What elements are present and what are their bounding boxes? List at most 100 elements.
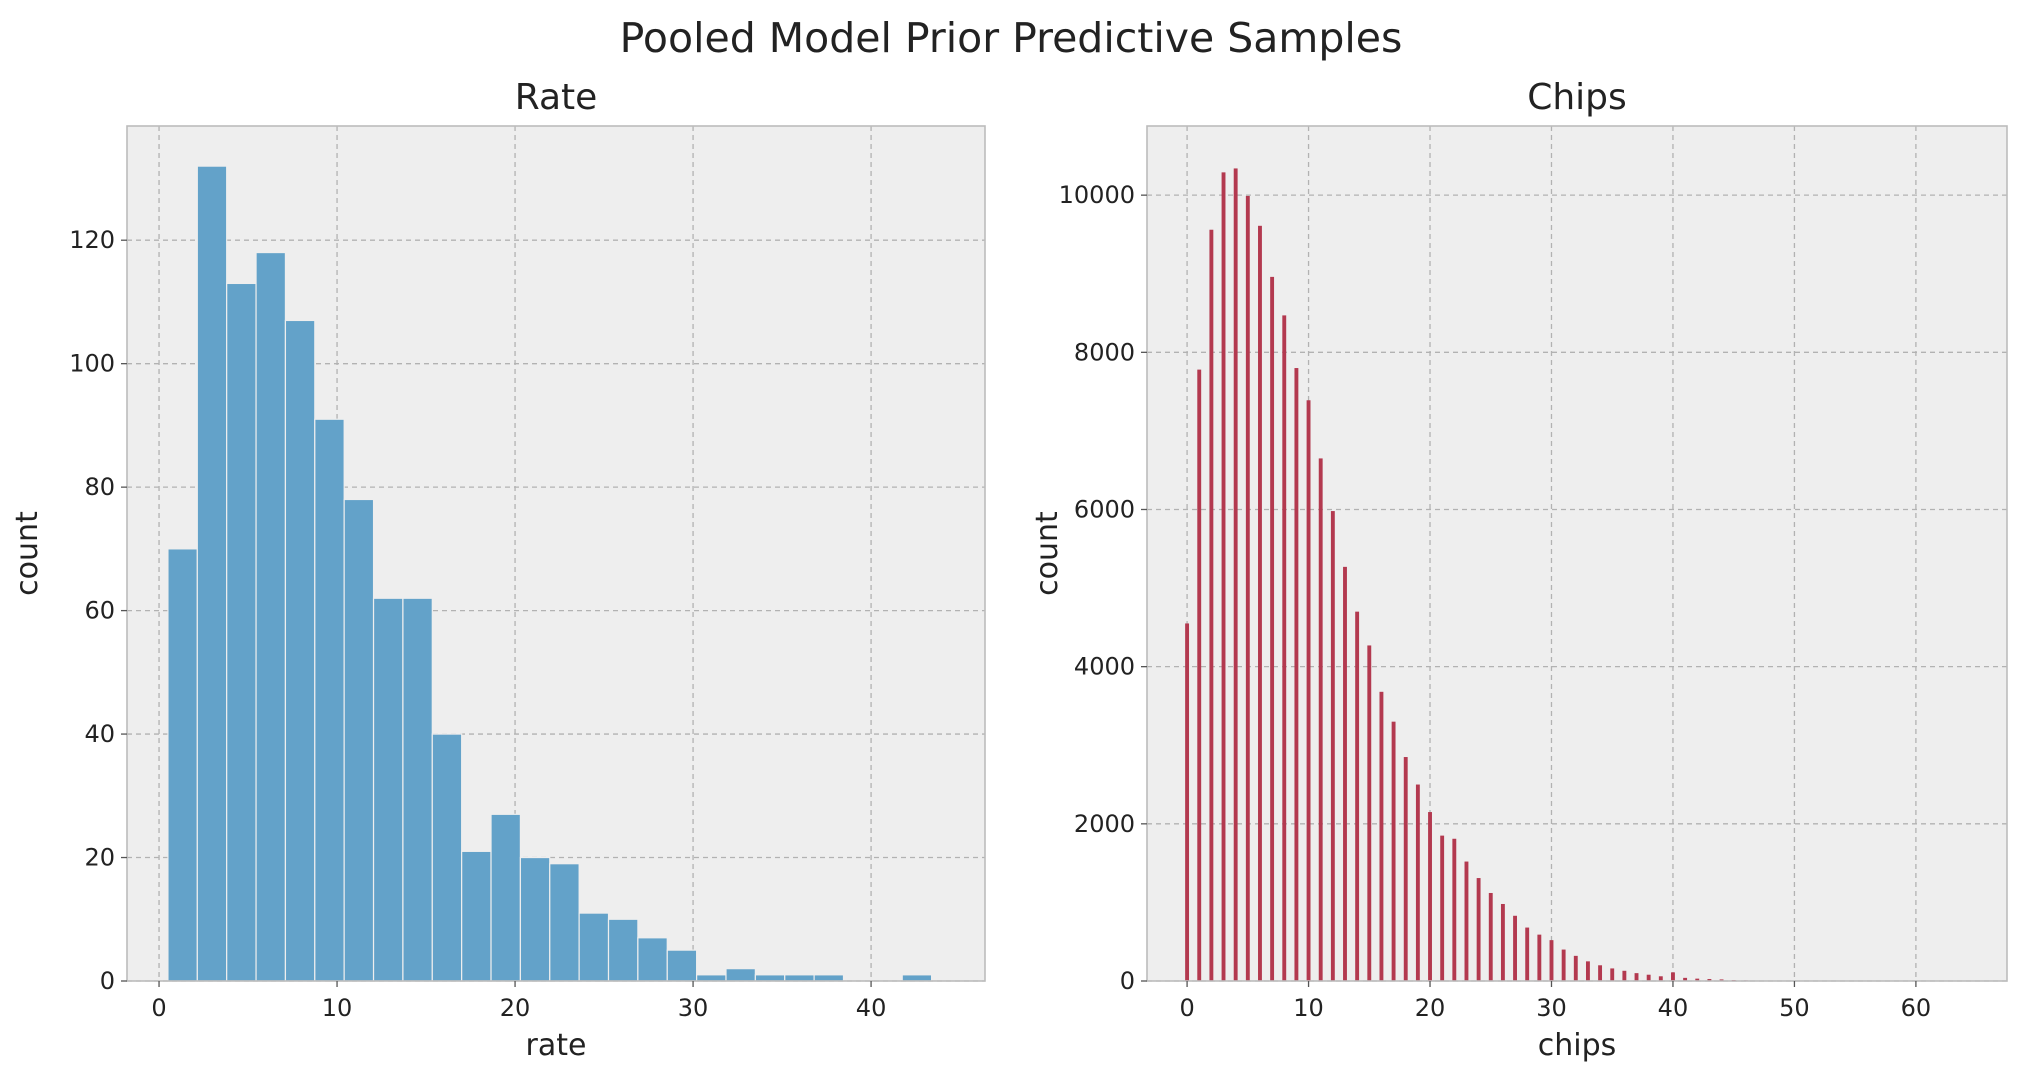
chips-histogram-bar — [1598, 965, 1603, 981]
rate-histogram-bar — [519, 856, 551, 982]
chips-histogram-bar — [1440, 835, 1445, 981]
rate-histogram-bar — [578, 912, 610, 982]
rate-histogram-bar — [901, 974, 933, 982]
chips-histogram-bar — [1671, 972, 1675, 981]
chips-histogram-bar — [1355, 611, 1360, 981]
rate-histogram-bar — [226, 282, 257, 982]
rate-x-tick-label: 10 — [322, 994, 353, 1022]
chips-histogram-bar — [1610, 968, 1615, 981]
chips-subplot-title: Chips — [1527, 77, 1627, 118]
rate-histogram-bar — [372, 597, 404, 982]
chips-plot-background — [1147, 126, 2007, 981]
rate-histogram-bar — [255, 251, 287, 982]
rate-y-tick-label: 20 — [84, 844, 115, 872]
chips-y-tick-label: 10000 — [1059, 181, 1135, 209]
chips-axes-frame — [1146, 125, 2008, 982]
rate-y-tick-label: 0 — [100, 967, 115, 995]
rate-histogram-bar — [813, 974, 845, 982]
rate-histogram-bar — [754, 974, 786, 982]
chips-x-tick-label: 40 — [1658, 994, 1689, 1022]
chips-histogram-bar — [1270, 276, 1275, 982]
chips-histogram-bar — [1488, 892, 1493, 981]
rate-histogram-bar — [549, 863, 580, 982]
chips-x-axis-label: chips — [1538, 1028, 1617, 1063]
chips-x-tick-label: 10 — [1293, 994, 1324, 1022]
rate-histogram-bar — [284, 319, 316, 982]
rate-y-tick-label: 100 — [69, 350, 115, 378]
chips-histogram-bar — [1634, 973, 1639, 981]
chips-histogram-bar — [1585, 961, 1590, 981]
chips-x-tick-label: 50 — [1779, 994, 1810, 1022]
chips-histogram-bar — [1245, 195, 1250, 982]
rate-histogram-bar — [196, 165, 228, 982]
chips-histogram-bar — [1683, 977, 1688, 981]
rate-histogram-bar — [402, 597, 433, 982]
rate-y-tick-label: 40 — [84, 720, 115, 748]
chips-histogram-bar — [1537, 934, 1542, 981]
chips-histogram-bar — [1622, 970, 1627, 981]
chips-histogram-bar — [1525, 927, 1530, 981]
chips-histogram-bar — [1646, 974, 1651, 981]
chips-histogram-bar — [1500, 903, 1505, 981]
chips-histogram-bar — [1343, 566, 1347, 981]
rate-x-tick-label: 30 — [678, 994, 709, 1022]
rate-y-tick-label: 60 — [84, 597, 115, 625]
chips-histogram-bar — [1367, 645, 1372, 981]
chips-y-tick-label: 8000 — [1074, 338, 1135, 366]
rate-y-tick-label: 120 — [69, 226, 115, 254]
rate-histogram-panel: 0 10 20 30 40 0 20 40 60 80 100 120 Rate rate count — [10, 77, 986, 1063]
chips-histogram-bar — [1209, 229, 1214, 981]
rate-subplot-title: Rate — [515, 77, 598, 118]
chips-histogram-bar — [1573, 955, 1578, 981]
chips-x-tick-label: 60 — [1901, 994, 1932, 1022]
chips-histogram-bar — [1197, 369, 1202, 981]
chips-histogram-bar — [1318, 458, 1323, 981]
rate-histogram-bar — [725, 968, 756, 982]
chips-histogram-bar — [1549, 940, 1554, 981]
chips-histogram-bar — [1233, 168, 1238, 981]
rate-x-tick-label: 40 — [856, 994, 887, 1022]
rate-histogram-bar — [637, 937, 668, 982]
chips-y-tick-label: 6000 — [1074, 495, 1135, 523]
chips-histogram-bar — [1464, 861, 1469, 981]
rate-axes-frame — [126, 125, 986, 982]
rate-histogram-bar — [431, 733, 463, 982]
chips-histogram-bar — [1428, 812, 1432, 981]
rate-x-axis-label: rate — [526, 1028, 587, 1063]
chips-histogram-bar — [1695, 978, 1700, 981]
rate-y-axis-label: count — [10, 511, 45, 596]
chips-histogram-bar — [1707, 979, 1712, 981]
chips-y-tick-label: 0 — [1120, 967, 1135, 995]
chips-histogram-bar — [1282, 315, 1287, 981]
rate-histogram-bar — [666, 949, 698, 982]
chips-histogram-bar — [1221, 172, 1226, 982]
chips-x-tick-label: 30 — [1536, 994, 1567, 1022]
chips-histogram-bar — [1658, 976, 1663, 981]
rate-histogram-bar — [490, 813, 521, 982]
chips-histogram-bar — [1403, 757, 1408, 981]
rate-histogram-bar — [607, 918, 639, 982]
rate-histogram-bar — [343, 498, 375, 982]
rate-histogram-bar — [167, 548, 198, 982]
chips-histogram-bar — [1452, 838, 1457, 981]
chips-y-tick-label: 4000 — [1074, 653, 1135, 681]
chips-histogram-bar — [1294, 368, 1299, 982]
chips-histogram-bar — [1391, 721, 1396, 981]
chips-histogram-bar — [1185, 623, 1190, 981]
chips-histogram-bar — [1476, 878, 1481, 981]
chips-y-tick-label: 2000 — [1074, 810, 1135, 838]
chips-histogram-bar — [1561, 949, 1566, 981]
rate-histogram-bar — [696, 974, 727, 982]
chips-histogram-bar — [1415, 784, 1420, 981]
chips-histogram-bar — [1330, 511, 1335, 981]
chips-histogram-bar — [1513, 915, 1517, 981]
chips-histogram-bar — [1258, 225, 1262, 982]
rate-x-tick-label: 0 — [151, 994, 166, 1022]
rate-histogram-bar — [461, 850, 492, 982]
chips-histogram-panel: 0 10 20 30 40 50 60 0 2000 4000 6000 8000 10000 Chips… — [1030, 77, 2008, 1063]
rate-histogram-bar — [314, 418, 345, 982]
chips-y-axis-label: count — [1030, 511, 1065, 596]
rate-y-tick-label: 80 — [84, 473, 115, 501]
chips-histogram-bar — [1379, 691, 1384, 981]
